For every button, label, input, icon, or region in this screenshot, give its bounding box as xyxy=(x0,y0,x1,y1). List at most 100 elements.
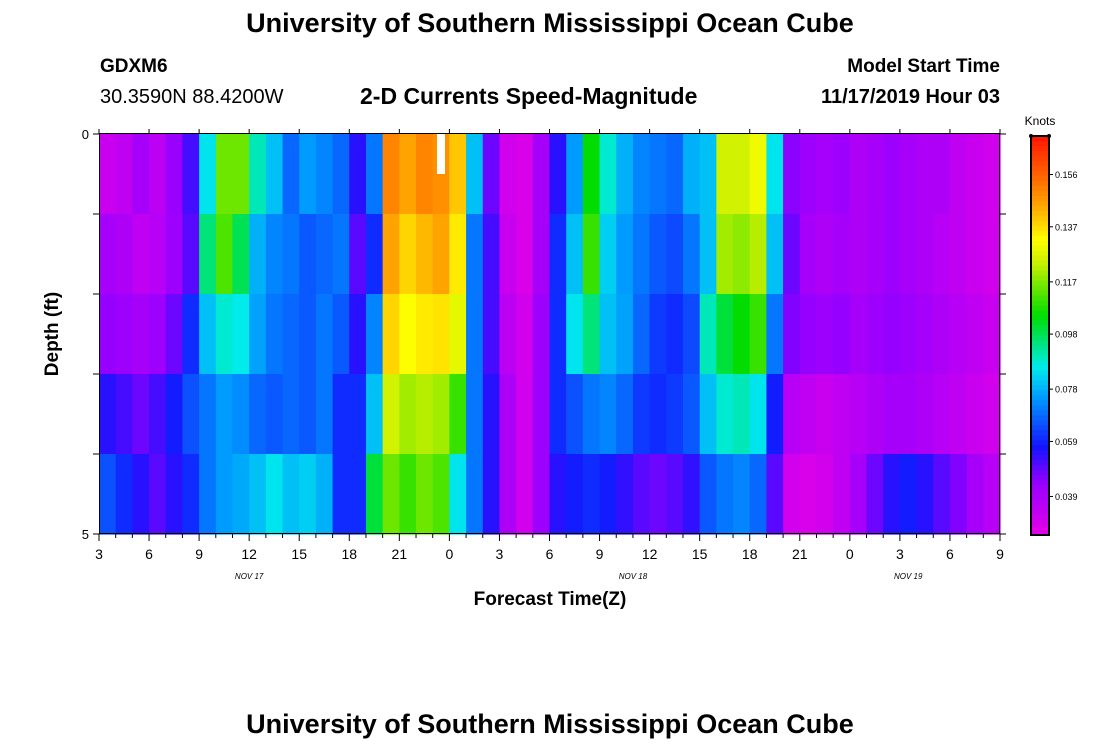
heatmap-cell xyxy=(682,134,701,215)
heatmap-cell xyxy=(866,134,884,215)
x-tick-label: 18 xyxy=(742,546,758,562)
heatmap-cell xyxy=(149,294,167,375)
heatmap-cell xyxy=(849,374,868,455)
heatmap-cell xyxy=(716,294,734,375)
colorbar-segment xyxy=(1031,375,1049,381)
heatmap-cell xyxy=(199,294,217,375)
x-tick-label: 15 xyxy=(291,546,307,562)
y-tick-label: 5 xyxy=(82,527,89,542)
colorbar-segment xyxy=(1031,180,1049,187)
heatmap-cell xyxy=(582,134,601,215)
heatmap-cell xyxy=(149,214,167,295)
heatmap-cell xyxy=(466,134,484,215)
colorbar-tick-label: 0.078 xyxy=(1055,385,1078,395)
heatmap-cell xyxy=(866,374,884,455)
heatmap-cell xyxy=(416,134,434,215)
colorbar-segment xyxy=(1031,150,1049,157)
heatmap-cell xyxy=(783,214,801,295)
colorbar-tick-label: 0.117 xyxy=(1055,277,1077,287)
colorbar-segment xyxy=(1031,285,1049,292)
heatmap-cell xyxy=(916,294,934,375)
heatmap-cell xyxy=(566,454,584,535)
heatmap-cell xyxy=(966,134,984,215)
heatmap-cell xyxy=(232,134,250,215)
heatmap-cell xyxy=(716,374,734,455)
heatmap-cell xyxy=(449,294,467,375)
heatmap-cell xyxy=(265,214,284,295)
heatmap-cell xyxy=(332,374,350,455)
heatmap-cell xyxy=(149,454,167,535)
heatmap-cell xyxy=(532,454,551,535)
heatmap-cell xyxy=(716,454,734,535)
heatmap-cell xyxy=(616,134,634,215)
colorbar-tick-label: 0.156 xyxy=(1055,170,1078,180)
heatmap-cell xyxy=(616,294,634,375)
x-tick-label: 21 xyxy=(792,546,808,562)
heatmap-cell xyxy=(883,454,901,535)
heatmap-cell xyxy=(899,294,918,375)
heatmap-cell xyxy=(616,454,634,535)
heatmap-cell xyxy=(416,214,434,295)
heatmap-cell xyxy=(299,214,317,295)
heatmap-cell xyxy=(549,294,567,375)
heatmap-cell xyxy=(165,134,184,215)
heatmap-cell xyxy=(682,214,701,295)
colorbar-tick-label: 0.137 xyxy=(1055,222,1078,232)
colorbar-segment xyxy=(1031,305,1049,312)
heatmap-cell xyxy=(349,294,367,375)
colorbar-segment xyxy=(1031,325,1049,332)
heatmap-cell xyxy=(983,454,1001,535)
x-tick-label: 0 xyxy=(445,546,453,562)
colorbar-segment xyxy=(1031,365,1049,372)
colorbar-segment xyxy=(1031,175,1049,182)
heatmap-cell xyxy=(215,134,234,215)
heatmap-cell xyxy=(566,294,584,375)
heatmap-cell xyxy=(365,454,384,535)
colorbar-segment xyxy=(1031,295,1049,302)
colorbar-segment xyxy=(1031,270,1049,277)
y-axis-label: Depth (ft) xyxy=(42,292,63,376)
heatmap-cell xyxy=(849,214,868,295)
heatmap-cell xyxy=(399,454,417,535)
heatmap-cell xyxy=(165,454,184,535)
heatmap-cell xyxy=(532,134,551,215)
heatmap-cell xyxy=(265,134,284,215)
colorbar-segment xyxy=(1031,480,1049,486)
colorbar-segment xyxy=(1031,505,1049,511)
heatmap-cell xyxy=(649,294,667,375)
colorbar-segment xyxy=(1031,210,1049,217)
heatmap-cell xyxy=(816,294,834,375)
colorbar-segment xyxy=(1031,190,1049,197)
heatmap-cell xyxy=(649,374,667,455)
heatmap-cell xyxy=(382,454,400,535)
colorbar-segment xyxy=(1031,300,1049,307)
heatmap-cell xyxy=(949,374,968,455)
heatmap-cell xyxy=(766,454,784,535)
heatmap-cell xyxy=(849,454,868,535)
colorbar-segment xyxy=(1031,435,1049,441)
heatmap-cell xyxy=(632,374,651,455)
colorbar-corner xyxy=(1047,134,1051,138)
heatmap-cell xyxy=(265,374,284,455)
heatmap-cell xyxy=(466,294,484,375)
x-tick-label: 9 xyxy=(195,546,203,562)
date-label: NOV 17 xyxy=(235,572,264,581)
heatmap-cell xyxy=(733,374,751,455)
heatmap-cell xyxy=(215,454,234,535)
heatmap-cell xyxy=(399,214,417,295)
heatmap-cell xyxy=(566,374,584,455)
colorbar-frame xyxy=(1030,135,1050,536)
heatmap-cell xyxy=(466,374,484,455)
data-gap-marker xyxy=(437,134,445,174)
colorbar-segment xyxy=(1031,260,1049,267)
colorbar-segment xyxy=(1031,340,1049,347)
heatmap-cell xyxy=(165,294,184,375)
colorbar-segment xyxy=(1031,510,1049,516)
heatmap-cell xyxy=(516,294,534,375)
heatmap-cell xyxy=(916,134,934,215)
heatmap-cell xyxy=(432,294,450,375)
colorbar-segment xyxy=(1031,280,1049,287)
heatmap-cell xyxy=(499,294,517,375)
colorbar-segment xyxy=(1031,220,1049,227)
heatmap-cell xyxy=(649,134,667,215)
